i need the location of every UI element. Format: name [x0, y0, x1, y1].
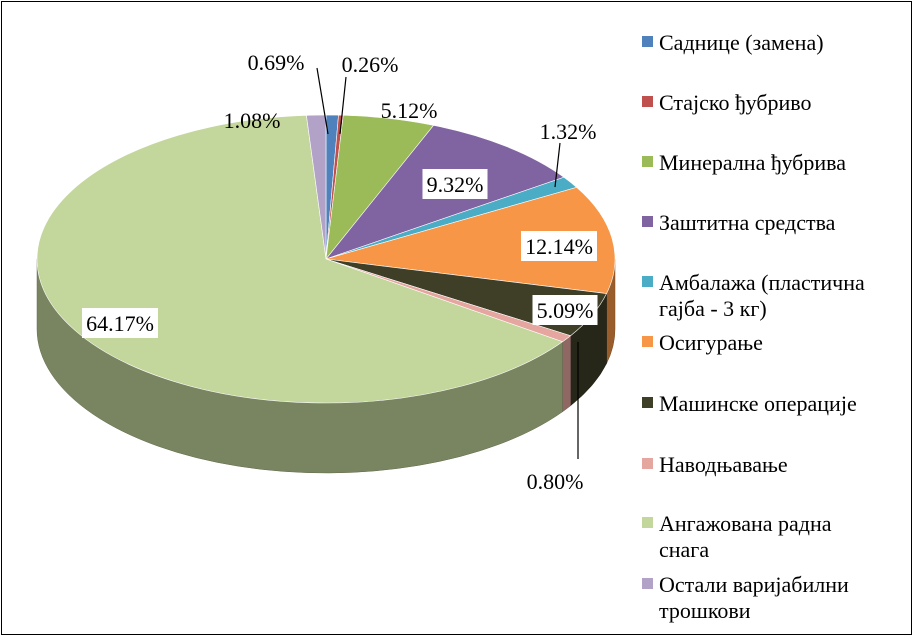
legend-label-6: Машинске операције	[659, 391, 857, 416]
data-label-8: 64.17%	[86, 311, 154, 336]
data-label-bg-8	[82, 308, 158, 338]
legend-label-2: Минерална ђубрива	[659, 150, 846, 175]
legend-swatch-1	[642, 96, 653, 107]
legend-label-4: Амбалажа (пластична гајба - 3 кг)	[659, 270, 865, 321]
legend-swatch-4	[642, 276, 653, 287]
legend-label-1: Стајско ђубриво	[659, 90, 812, 115]
legend: Саднице (замена) Стајско ђубриво Минерална…	[642, 30, 865, 623]
data-label-9: 1.08%	[224, 108, 281, 133]
data-label-7: 0.80%	[527, 469, 584, 494]
legend-swatch-2	[642, 156, 653, 167]
pie-slice-9	[306, 114, 327, 260]
pie-slice-5	[325, 187, 616, 294]
legend-swatch-9	[642, 578, 653, 589]
leader-line-4	[554, 142, 561, 188]
data-label-bg-6	[532, 295, 598, 325]
legend-label-5: Осигурање	[659, 330, 763, 355]
legend-swatch-5	[642, 336, 653, 347]
pie-side-7	[562, 335, 571, 413]
legend-label-8: Ангажована радна снага	[659, 511, 832, 562]
legend-swatch-8	[642, 517, 653, 528]
data-label-5: 12.14%	[525, 234, 593, 259]
leader-line-1	[339, 76, 347, 135]
data-label-3: 9.32%	[427, 172, 484, 197]
data-label-0: 0.69%	[248, 50, 305, 75]
data-label-bg-5	[521, 231, 597, 261]
data-label-4: 1.32%	[540, 119, 597, 144]
legend-swatch-7	[642, 458, 653, 469]
legend-swatch-3	[642, 216, 653, 227]
legend-swatch-0	[642, 36, 653, 47]
legend-label-9: Остали варијабилни трошкови	[659, 572, 849, 623]
leader-line-0	[316, 67, 329, 135]
data-label-6: 5.09%	[537, 298, 594, 323]
legend-label-3: Заштитна средства	[659, 210, 836, 235]
legend-swatch-6	[642, 397, 653, 408]
data-label-bg-3	[422, 169, 488, 199]
data-label-2: 5.12%	[381, 98, 438, 123]
legend-label-7: Наводњавање	[659, 452, 788, 477]
data-label-1: 0.26%	[342, 52, 399, 77]
pie-slice-8	[36, 115, 564, 404]
legend-label-0: Саднице (замена)	[659, 30, 824, 55]
